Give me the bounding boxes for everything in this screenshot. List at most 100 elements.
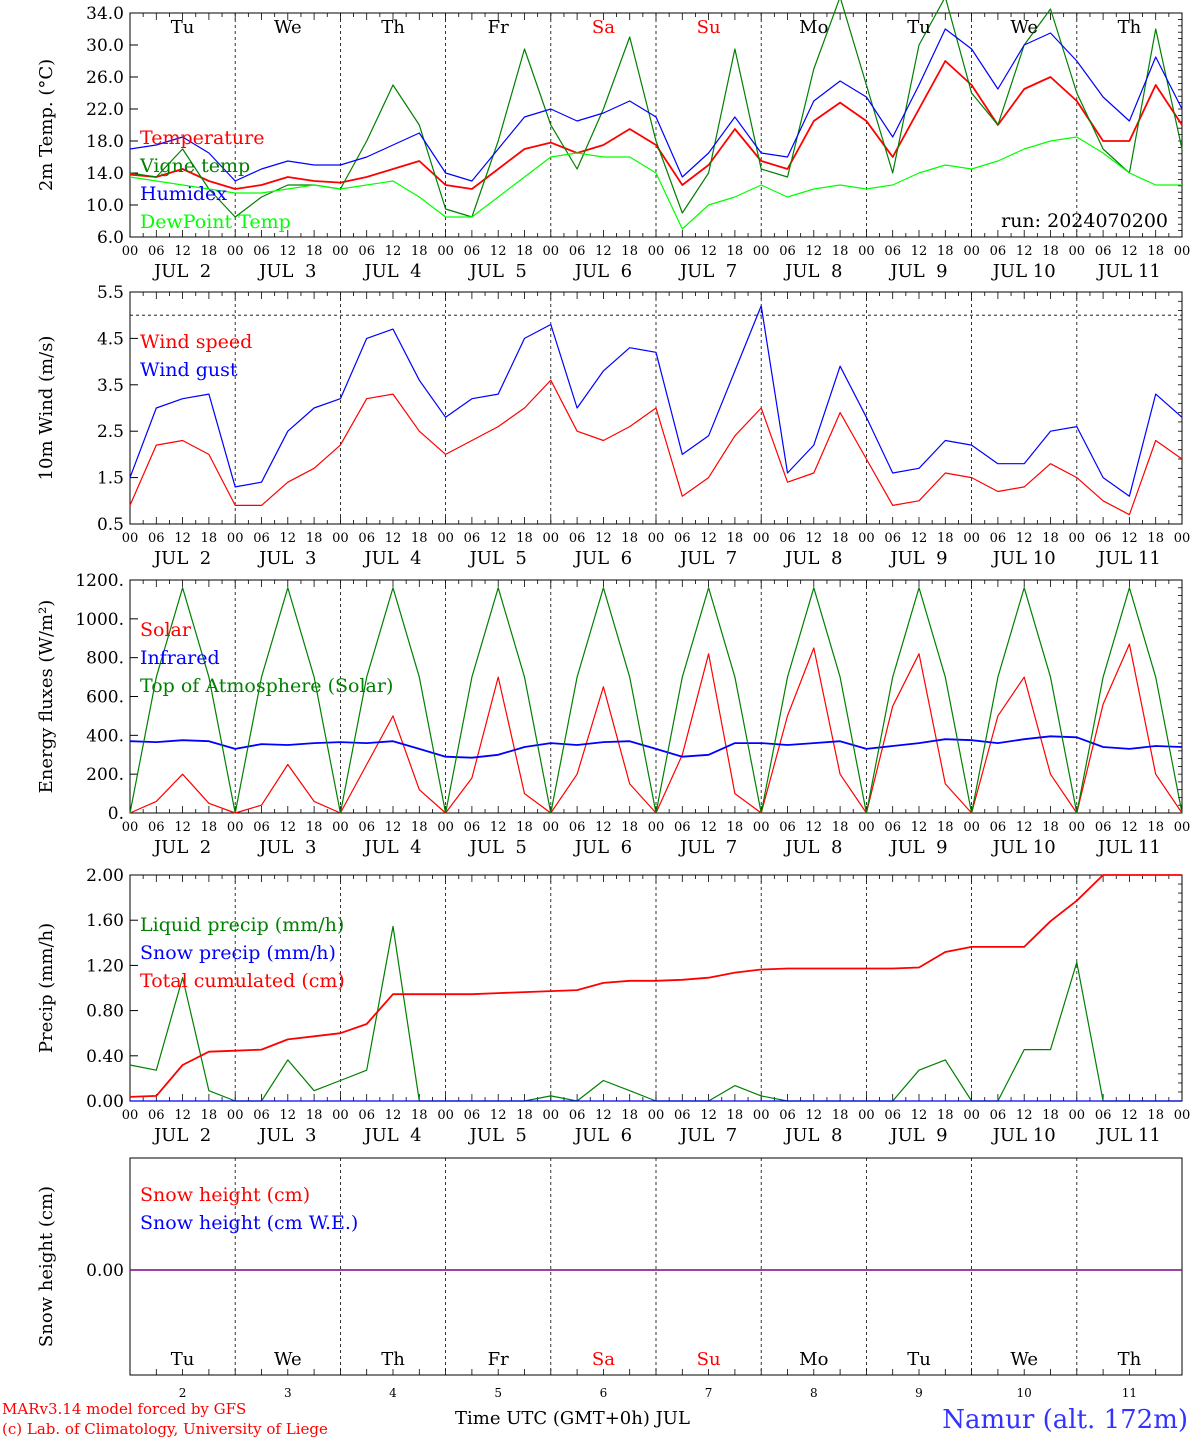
x-hour-tick-label: 00 [1069, 1108, 1086, 1123]
y-tick-label: 600. [86, 688, 124, 708]
series-line-infrared [129, 735, 1183, 759]
x-hour-tick-label: 18 [1042, 820, 1059, 835]
x-hour-tick-label: 06 [1095, 531, 1112, 546]
x-date-label: JUL 8 [783, 1125, 842, 1146]
x-hour-tick-label: 06 [253, 531, 270, 546]
x-hour-tick-label: 18 [1147, 531, 1164, 546]
x-hour-tick-label: 18 [832, 1108, 849, 1123]
x-hour-tick-label: 06 [569, 244, 586, 259]
legend-entry: Total cumulated (cm) [140, 970, 345, 992]
y-tick-label: 26.0 [86, 68, 124, 88]
x-hour-tick-label: 00 [963, 820, 980, 835]
x-hour-tick-label: 12 [280, 1108, 297, 1123]
x-hour-tick-label: 12 [595, 244, 612, 259]
series-line-temperature [129, 60, 1183, 190]
x-date-label: JUL 3 [257, 548, 316, 569]
legend-entry: Solar [140, 619, 192, 641]
panel-2: 00 06 12 18 00 06 12 18 00 06 12 18 00 06 12 18 00 06 12 18… [36, 283, 1190, 569]
x-hour-tick-label: 18 [727, 820, 744, 835]
x-hour-tick-label: 18 [621, 244, 638, 259]
x-hour-tick-label: 18 [201, 1108, 218, 1123]
x-hour-tick-label: 12 [385, 531, 402, 546]
x-hour-tick-label: 00 [437, 1108, 454, 1123]
x-hour-tick-label: 06 [358, 244, 375, 259]
x-hour-tick-label: 18 [411, 244, 428, 259]
series-line-humidex [129, 28, 1183, 182]
x-date-label: JUL 2 [152, 261, 211, 282]
x-date-label: JUL 2 [152, 548, 211, 569]
x-date-label: JUL 2 [152, 1125, 211, 1146]
y-tick-label: 400. [86, 726, 124, 746]
x-date-label: JUL 3 [257, 1125, 316, 1146]
x-hour-tick-label: 18 [306, 1108, 323, 1123]
x-hour-tick-label: 00 [858, 531, 875, 546]
x-hour-tick-label: 00 [122, 820, 139, 835]
x-hour-tick-label: 06 [253, 1108, 270, 1123]
x-hour-tick-label: 06 [990, 531, 1007, 546]
weekday-label: Su [697, 1349, 721, 1370]
x-hour-tick-label: 00 [1174, 1108, 1191, 1123]
x-hour-tick-label: 12 [700, 531, 717, 546]
x-hour-tick-label: 18 [516, 244, 533, 259]
x-hour-tick-label: 18 [621, 820, 638, 835]
y-tick-label: 1000. [75, 610, 124, 630]
x-hour-tick-label: 06 [148, 820, 165, 835]
x-hour-tick-label: 12 [806, 244, 823, 259]
x-hour-tick-label: 00 [648, 1108, 665, 1123]
weekday-label: We [274, 17, 302, 38]
weekday-label: Fr [488, 17, 509, 38]
x-date-label: JUL 9 [888, 261, 947, 282]
x-hour-tick-label: 00 [753, 244, 770, 259]
x-hour-tick-label: 12 [385, 244, 402, 259]
x-hour-tick-label: 06 [464, 1108, 481, 1123]
x-date-label: JUL 11 [1096, 837, 1161, 858]
x-date-label: JUL 3 [257, 837, 316, 858]
x-hour-tick-label: 00 [332, 820, 349, 835]
x-hour-tick-label: 00 [648, 531, 665, 546]
x-hour-tick-label: 00 [858, 820, 875, 835]
x-hour-tick-label: 00 [543, 531, 560, 546]
x-hour-tick-label: 06 [884, 820, 901, 835]
x-axis-label: Time UTC (GMT+0h) JUL [455, 1408, 690, 1429]
series-line-total-cumulated-cm [129, 874, 1182, 1098]
x-hour-tick-label: 12 [385, 1108, 402, 1123]
weekday-label: Su [697, 17, 721, 38]
x-date-label: JUL 8 [783, 261, 842, 282]
series-line-vigne-temp [129, 0, 1183, 218]
x-date-label: JUL 9 [888, 548, 947, 569]
x-day-number: 3 [284, 1386, 292, 1400]
y-tick-label: 800. [86, 649, 124, 669]
x-day-number: 5 [494, 1386, 502, 1400]
x-hour-tick-label: 06 [358, 531, 375, 546]
x-hour-tick-label: 18 [411, 531, 428, 546]
legend-entry: Snow height (cm) [140, 1184, 310, 1206]
legend-entry: Temperature [140, 127, 264, 149]
y-tick-label: 0.40 [86, 1047, 124, 1067]
x-hour-tick-label: 12 [700, 244, 717, 259]
x-hour-tick-label: 06 [253, 244, 270, 259]
x-hour-tick-label: 12 [595, 820, 612, 835]
y-tick-label: 1.20 [86, 956, 124, 976]
x-date-label: JUL 10 [991, 1125, 1056, 1146]
legend-entry: Snow precip (mm/h) [140, 942, 336, 964]
x-date-label: JUL 9 [888, 1125, 947, 1146]
x-date-label: JUL 4 [362, 837, 421, 858]
weekday-label: Tu [171, 17, 195, 38]
weekday-label: We [1010, 17, 1038, 38]
x-hour-tick-label: 06 [569, 820, 586, 835]
y-tick-label: 34.0 [86, 4, 124, 24]
y-axis-label: Snow height (cm) [36, 1186, 57, 1347]
x-hour-tick-label: 18 [411, 1108, 428, 1123]
y-tick-label: 1200. [75, 571, 124, 591]
x-hour-tick-label: 12 [911, 1108, 928, 1123]
x-date-label: JUL 8 [783, 548, 842, 569]
x-date-label: JUL 3 [257, 261, 316, 282]
x-hour-tick-label: 18 [201, 244, 218, 259]
x-hour-tick-label: 12 [1121, 820, 1138, 835]
x-hour-tick-label: 12 [911, 531, 928, 546]
x-hour-tick-label: 12 [806, 820, 823, 835]
y-tick-label: 0. [108, 804, 124, 824]
x-hour-tick-label: 06 [1095, 820, 1112, 835]
x-date-label: JUL 5 [468, 837, 527, 858]
